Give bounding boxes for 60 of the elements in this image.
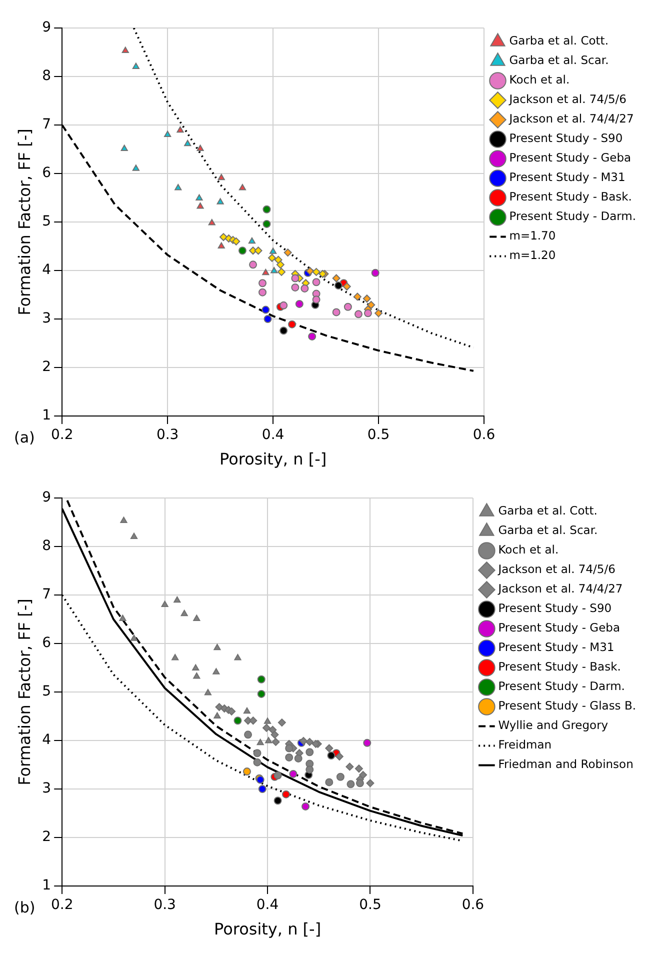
y-tick-label: 7: [42, 586, 52, 603]
x-tick-label: 0.3: [156, 427, 179, 444]
x-tick-label: 0.5: [359, 897, 382, 914]
legend-label: Friedman and Robinson: [498, 757, 634, 772]
legend-label: Present Study - M31: [498, 640, 614, 654]
x-tick-label: 0.3: [154, 897, 176, 914]
y-axis-title: Formation Factor, FF [-]: [14, 598, 34, 786]
legend-label: Present Study - Geba: [498, 620, 620, 635]
legend-label: Present Study - S90: [509, 131, 623, 146]
x-tick-label: 0.5: [367, 427, 390, 444]
y-tick-label: 4: [42, 262, 52, 278]
x-tick-label: 0.4: [262, 427, 284, 444]
legend-label: Present Study - M31: [509, 170, 626, 184]
legend-label: Garba et al. Cott.: [498, 504, 598, 518]
x-tick-label: 0.2: [50, 897, 74, 914]
legend-label: Jackson et al. 74/5/6: [508, 92, 626, 106]
legend-label: Koch et al.: [498, 542, 559, 557]
y-tick-label: 1: [42, 878, 52, 894]
legend-label: Present Study - Darm.: [509, 209, 636, 224]
y-tick-label: 7: [42, 116, 52, 133]
legend-label: Present Study - Bask.: [509, 190, 632, 204]
legend-label: Jackson et al. 74/4/27: [508, 112, 634, 126]
y-tick-label: 3: [42, 780, 52, 797]
legend-label: Wyllie and Gregory: [498, 718, 608, 732]
legend-label: m=1.70: [509, 228, 556, 243]
legend-label: Jackson et al. 74/5/6: [497, 562, 616, 576]
x-tick-label: 0.6: [462, 897, 484, 914]
x-tick-label: 0.4: [256, 897, 279, 914]
legend-label: Garba et al. Scar.: [509, 53, 609, 68]
legend-label: Present Study - S90: [498, 601, 612, 616]
y-tick-label: 9: [42, 490, 52, 506]
legend-label: m=1.20: [509, 248, 556, 262]
y-tick-label: 1: [42, 408, 52, 424]
y-tick-label: 5: [42, 214, 52, 230]
y-tick-label: 6: [42, 165, 52, 182]
x-tick-label: 0.6: [472, 427, 496, 444]
legend-label: Present Study - Glass B.: [498, 698, 636, 713]
y-tick-label: 8: [42, 68, 52, 84]
y-tick-label: 3: [42, 310, 52, 327]
y-tick-label: 2: [42, 829, 52, 846]
y-tick-label: 4: [42, 732, 52, 748]
y-tick-label: 9: [42, 20, 52, 36]
legend-label: Present Study - Geba: [509, 150, 632, 165]
legend-label: Freidman: [498, 738, 552, 752]
legend-label: Garba et al. Scar.: [498, 523, 598, 538]
y-tick-label: 8: [42, 538, 52, 554]
legend-label: Present Study - Bask.: [498, 660, 621, 674]
y-tick-label: 6: [42, 635, 52, 652]
x-axis-title: Porosity, n [-]: [214, 920, 322, 939]
legend-label: Garba et al. Cott.: [509, 34, 608, 48]
text: (b): [14, 898, 36, 916]
y-tick-label: 2: [42, 359, 52, 376]
text: (a): [14, 428, 35, 446]
legend-label: Koch et al.: [509, 72, 570, 87]
x-tick-label: 0.2: [50, 427, 74, 444]
legend-label: Present Study - Darm.: [498, 679, 625, 694]
x-axis-title: Porosity, n [-]: [220, 450, 327, 469]
y-axis-title: Formation Factor, FF [-]: [14, 128, 34, 316]
legend-label: Jackson et al. 74/4/27: [497, 582, 623, 596]
y-tick-label: 5: [42, 684, 52, 700]
